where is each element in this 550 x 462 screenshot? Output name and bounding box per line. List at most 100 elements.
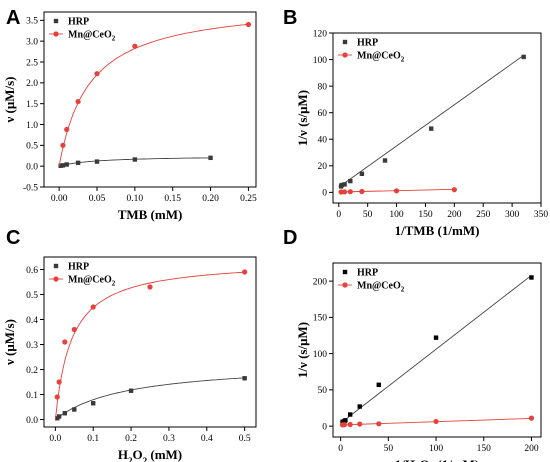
y-tick-label: 0.1 — [26, 391, 38, 401]
y-tick-label: 120 — [313, 29, 328, 39]
data-point — [528, 415, 535, 421]
data-point — [58, 163, 63, 168]
data-point — [521, 54, 526, 60]
x-axis-label: 1/TMB (1/mM) — [395, 223, 480, 238]
data-point — [347, 412, 353, 417]
panel-letter: C — [6, 227, 20, 249]
x-tick-label: 50 — [363, 210, 373, 220]
data-point — [242, 269, 248, 275]
legend-label: Mn@CeO2 — [68, 30, 116, 43]
data-point — [433, 335, 439, 340]
panel-letter: D — [283, 227, 297, 249]
x-axis-label: 1/H2O2 (1/mM) — [395, 457, 479, 462]
y-tick-label: 0.5 — [26, 291, 38, 301]
chart-panel-d: D 0 50 100 150 200 0 50 100 150 200 1/H2O2 (1/mM) 1/… — [283, 227, 542, 462]
data-point — [72, 407, 77, 412]
x-tick-label: 300 — [505, 210, 520, 220]
y-axis-label: 1/ν (s/μM) — [295, 322, 310, 378]
data-point — [347, 421, 353, 428]
y-tick-label: 0.2 — [26, 366, 38, 376]
data-point — [71, 326, 77, 333]
plot-frame — [43, 11, 257, 188]
legend-label: Mn@CeO2 — [357, 51, 405, 64]
fit-line — [338, 54, 524, 188]
series-mn-ceo2: Mn@CeO2 — [49, 21, 252, 167]
data-point — [56, 414, 62, 419]
series-mn-ceo2: Mn@CeO2 — [338, 281, 535, 428]
data-point — [357, 404, 362, 409]
chart-panel-b: B 0 50 100 150 200 250 300 350 0 20 40 60 80 100 120 1/T… — [283, 7, 548, 238]
data-point — [341, 422, 348, 428]
fit-line — [55, 377, 245, 420]
series-hrp: HRP — [53, 262, 247, 421]
y-tick-label: 50 — [318, 386, 328, 396]
x-tick-label: 0 — [338, 444, 343, 454]
y-tick-label: 0.0 — [26, 416, 38, 426]
legend-marker — [53, 276, 59, 282]
legend-label: HRP — [357, 268, 378, 279]
data-point — [341, 189, 348, 195]
data-point — [56, 379, 62, 385]
data-point — [393, 188, 400, 194]
x-tick-label: 0.20 — [202, 194, 219, 204]
data-point — [347, 189, 353, 195]
y-tick-label: 1.5 — [26, 100, 38, 110]
data-point — [90, 304, 96, 310]
data-point — [382, 158, 388, 163]
x-tick-label: 0.0 — [49, 434, 61, 444]
x-tick-label: 0.5 — [239, 434, 251, 444]
x-tick-label: 50 — [384, 444, 394, 454]
legend-marker — [342, 52, 348, 58]
y-tick-label: 100 — [313, 350, 328, 360]
y-tick-label: 100 — [313, 56, 328, 66]
y-tick-label: 0.4 — [26, 316, 38, 326]
data-point — [132, 157, 138, 162]
y-tick-label: 2.5 — [26, 58, 38, 68]
y-tick-label: -0.5 — [23, 183, 38, 193]
x-tick-label: 0.00 — [51, 194, 68, 204]
series-hrp: HRP — [338, 38, 526, 189]
legend-marker — [342, 282, 348, 288]
data-point — [60, 163, 66, 168]
x-tick-label: 0.3 — [163, 434, 175, 444]
data-point — [64, 162, 69, 167]
data-point — [64, 126, 70, 133]
data-point — [94, 159, 100, 164]
plot-frame — [43, 256, 257, 428]
data-point — [433, 418, 439, 425]
data-point — [339, 182, 344, 188]
y-tick-label: 0.6 — [26, 266, 38, 276]
y-tick-label: 0.3 — [26, 341, 38, 351]
x-tick-label: 100 — [429, 444, 444, 454]
data-point — [62, 411, 68, 416]
data-point — [208, 155, 213, 161]
data-point — [357, 421, 363, 427]
data-point — [128, 388, 134, 393]
x-tick-label: 250 — [476, 210, 491, 220]
x-tick-label: 0.15 — [164, 194, 181, 204]
data-point — [132, 43, 138, 49]
y-tick-label: 150 — [313, 314, 328, 324]
y-tick-label: 1.0 — [26, 121, 38, 131]
y-tick-label: 0 — [322, 422, 327, 432]
y-tick-label: 2.0 — [26, 79, 38, 89]
y-tick-label: 3.5 — [26, 17, 38, 27]
data-point — [242, 376, 247, 381]
series-hrp: HRP — [53, 17, 213, 168]
legend-label: HRP — [357, 38, 378, 49]
y-tick-label: 0 — [322, 189, 327, 199]
data-point — [359, 171, 365, 176]
y-tick-label: 20 — [318, 162, 328, 172]
data-point — [54, 394, 60, 400]
panel-letter: A — [6, 7, 20, 29]
x-axis-label: H2O2 (mM) — [118, 447, 182, 462]
x-tick-label: 100 — [389, 210, 404, 220]
y-axis-label: 1/ν (s/μM) — [295, 90, 310, 146]
data-point — [75, 98, 81, 105]
x-tick-label: 200 — [447, 210, 462, 220]
x-tick-label: 0.4 — [201, 434, 213, 444]
x-tick-label: 150 — [418, 210, 433, 220]
data-point — [342, 182, 347, 187]
legend-marker — [53, 31, 59, 37]
